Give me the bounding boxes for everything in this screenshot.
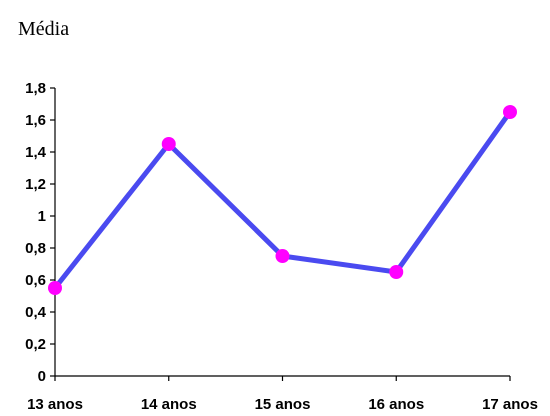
data-point	[48, 281, 62, 295]
y-tick-label: 0,2	[25, 336, 46, 353]
y-tick-label: 0,4	[25, 304, 47, 321]
y-tick-label: 0,8	[25, 240, 46, 257]
chart-title: Média	[18, 18, 70, 40]
x-tick-label: 17 anos	[482, 396, 538, 413]
y-tick-label: 0	[38, 368, 46, 385]
data-point	[161, 137, 176, 151]
y-tick-label: 1,8	[25, 80, 46, 97]
data-point	[275, 249, 290, 263]
x-tick-label: 14 anos	[141, 396, 197, 413]
x-tick-label: 13 anos	[27, 396, 83, 413]
y-tick-label: 1,2	[25, 176, 46, 193]
y-tick-label: 1,6	[25, 112, 46, 129]
data-point	[503, 105, 517, 119]
y-tick-label: 1	[38, 208, 46, 225]
x-tick-label: 16 anos	[368, 396, 424, 413]
y-tick-label: 1,4	[25, 144, 47, 161]
y-tick-label: 0,6	[25, 272, 46, 289]
data-point	[389, 265, 404, 279]
x-tick-label: 15 anos	[255, 396, 311, 413]
